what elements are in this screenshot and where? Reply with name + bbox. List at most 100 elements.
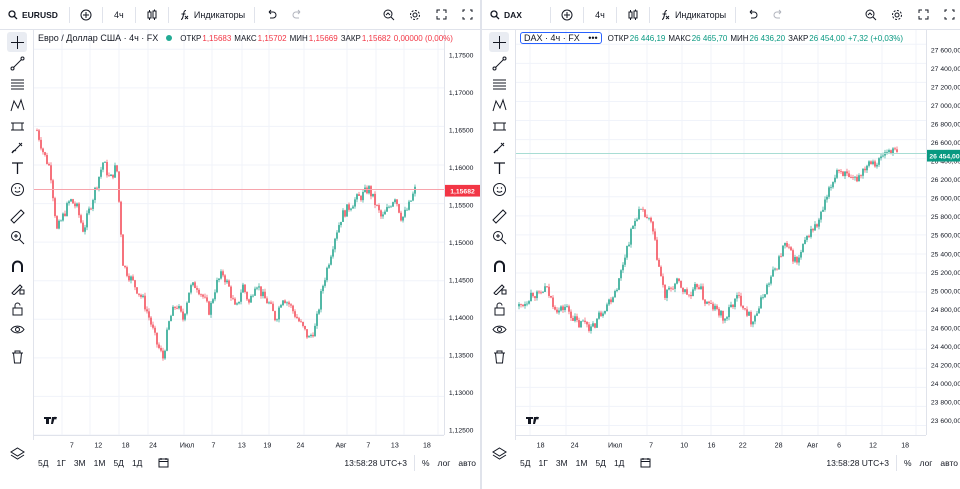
- candle-body: [134, 280, 136, 288]
- crosshair-tool[interactable]: [7, 32, 27, 52]
- lock-tool[interactable]: [7, 298, 27, 318]
- undo-icon: [749, 9, 758, 19]
- chart-type-button[interactable]: [622, 4, 644, 26]
- more-icon[interactable]: •••: [588, 33, 598, 43]
- ruler-tool[interactable]: [489, 206, 509, 226]
- range-3m[interactable]: 3М: [555, 458, 568, 468]
- undo-button[interactable]: [741, 4, 763, 26]
- compare-button[interactable]: [556, 4, 578, 26]
- legend-title[interactable]: DAX · 4ч · FX •••: [520, 32, 602, 44]
- candle-body: [294, 311, 296, 317]
- text-tool[interactable]: [7, 158, 27, 178]
- pattern-tool[interactable]: [489, 95, 509, 115]
- symbol-search-button[interactable]: DAX: [482, 0, 530, 30]
- chart-type-button[interactable]: [141, 4, 163, 26]
- range-5d[interactable]: 5Д: [520, 458, 531, 468]
- trendline-tool[interactable]: [7, 53, 27, 73]
- snapshot-button[interactable]: [938, 4, 960, 26]
- range-1d[interactable]: 1Д: [613, 458, 625, 468]
- quick-search-button[interactable]: [860, 4, 882, 26]
- snapshot-button[interactable]: [456, 4, 478, 26]
- undo-button[interactable]: [260, 4, 282, 26]
- time-axis[interactable]: 7 12 18 24 Июл 7 13 19 24 Авг 7 13 18: [34, 435, 444, 453]
- delete-tool[interactable]: [7, 346, 27, 366]
- time-tick-label: 18: [122, 441, 130, 449]
- price-chart[interactable]: [34, 30, 444, 435]
- zoom-tool[interactable]: [489, 227, 509, 247]
- range-3m[interactable]: 3М: [73, 458, 86, 468]
- range-1m[interactable]: 1М: [93, 458, 106, 468]
- lock-drawings-tool[interactable]: [7, 277, 27, 297]
- pattern-tool[interactable]: [7, 95, 27, 115]
- brush-tool[interactable]: [489, 137, 509, 157]
- range-1d[interactable]: 1Д: [131, 458, 143, 468]
- range-1y[interactable]: 1Г: [538, 458, 548, 468]
- fullscreen-button[interactable]: [430, 4, 452, 26]
- interval-button[interactable]: 4ч: [114, 9, 124, 20]
- redo-button[interactable]: [286, 4, 308, 26]
- price-axis[interactable]: 27 600,00 27 400,00 27 200,00 27 000,00 26 8…: [926, 30, 960, 435]
- lock-drawings-tool[interactable]: [489, 277, 509, 297]
- settings-button[interactable]: [404, 4, 426, 26]
- time-axis[interactable]: 18 24 Июл 7 10 16 22 28 Авг 6 12 18: [516, 435, 926, 453]
- magnet-tool[interactable]: [489, 256, 509, 276]
- legend-title[interactable]: Евро / Доллар США · 4ч · FX: [38, 33, 159, 43]
- emoji-tool[interactable]: [489, 179, 509, 199]
- prediction-tool[interactable]: [7, 116, 27, 136]
- range-5d-b[interactable]: 5Д: [595, 458, 606, 468]
- percent-toggle[interactable]: %: [421, 458, 430, 468]
- trendline-tool[interactable]: [489, 53, 509, 73]
- auto-toggle[interactable]: авто: [458, 458, 476, 468]
- brush-tool[interactable]: [7, 137, 27, 157]
- log-toggle[interactable]: лог: [437, 458, 451, 468]
- candle-body: [58, 220, 60, 229]
- clock[interactable]: 13:58:28 UTC+3: [826, 458, 889, 468]
- candle-body: [574, 316, 576, 321]
- candle-body: [206, 297, 208, 302]
- zoom-tool[interactable]: [7, 227, 27, 247]
- settings-button[interactable]: [886, 4, 908, 26]
- fib-tool[interactable]: [489, 74, 509, 94]
- lock-tool[interactable]: [489, 298, 509, 318]
- indicators-button[interactable]: Индикаторы: [655, 4, 730, 26]
- visibility-tool[interactable]: [7, 319, 27, 339]
- clock[interactable]: 13:58:28 UTC+3: [344, 458, 407, 468]
- emoji-tool[interactable]: [7, 179, 27, 199]
- pane-divider[interactable]: [480, 0, 482, 489]
- redo-button[interactable]: [767, 4, 789, 26]
- candle-body: [854, 176, 856, 178]
- price-axis[interactable]: 1,17500 1,17000 1,16500 1,16000 1,15500 1,150…: [444, 30, 480, 435]
- range-5d[interactable]: 5Д: [38, 458, 49, 468]
- market-status-dot: [166, 35, 173, 41]
- candle-body: [278, 307, 280, 320]
- candle-body: [38, 130, 40, 140]
- visibility-tool[interactable]: [489, 319, 509, 339]
- symbol-search-button[interactable]: EURUSD: [0, 0, 66, 30]
- text-tool[interactable]: [489, 158, 509, 178]
- percent-toggle[interactable]: %: [903, 458, 912, 468]
- tradingview-logo[interactable]: [44, 416, 57, 424]
- fib-tool[interactable]: [7, 74, 27, 94]
- layers-button[interactable]: [489, 443, 509, 463]
- goto-date-button[interactable]: [636, 457, 655, 470]
- log-toggle[interactable]: лог: [919, 458, 933, 468]
- candle-body: [290, 304, 292, 306]
- crosshair-tool[interactable]: [489, 32, 509, 52]
- price-chart[interactable]: [516, 30, 926, 435]
- magnet-tool[interactable]: [7, 256, 27, 276]
- compare-button[interactable]: [75, 4, 97, 26]
- ruler-tool[interactable]: [7, 206, 27, 226]
- fullscreen-button[interactable]: [912, 4, 934, 26]
- range-1y[interactable]: 1Г: [56, 458, 66, 468]
- interval-button[interactable]: 4ч: [595, 9, 605, 20]
- tradingview-logo[interactable]: [526, 416, 539, 424]
- indicators-button[interactable]: Индикаторы: [174, 4, 249, 26]
- range-1m[interactable]: 1М: [575, 458, 588, 468]
- prediction-tool[interactable]: [489, 116, 509, 136]
- range-5d-b[interactable]: 5Д: [113, 458, 124, 468]
- quick-search-button[interactable]: [378, 4, 400, 26]
- layers-button[interactable]: [7, 443, 27, 463]
- goto-date-button[interactable]: [154, 457, 173, 470]
- delete-tool[interactable]: [489, 346, 509, 366]
- auto-toggle[interactable]: авто: [940, 458, 958, 468]
